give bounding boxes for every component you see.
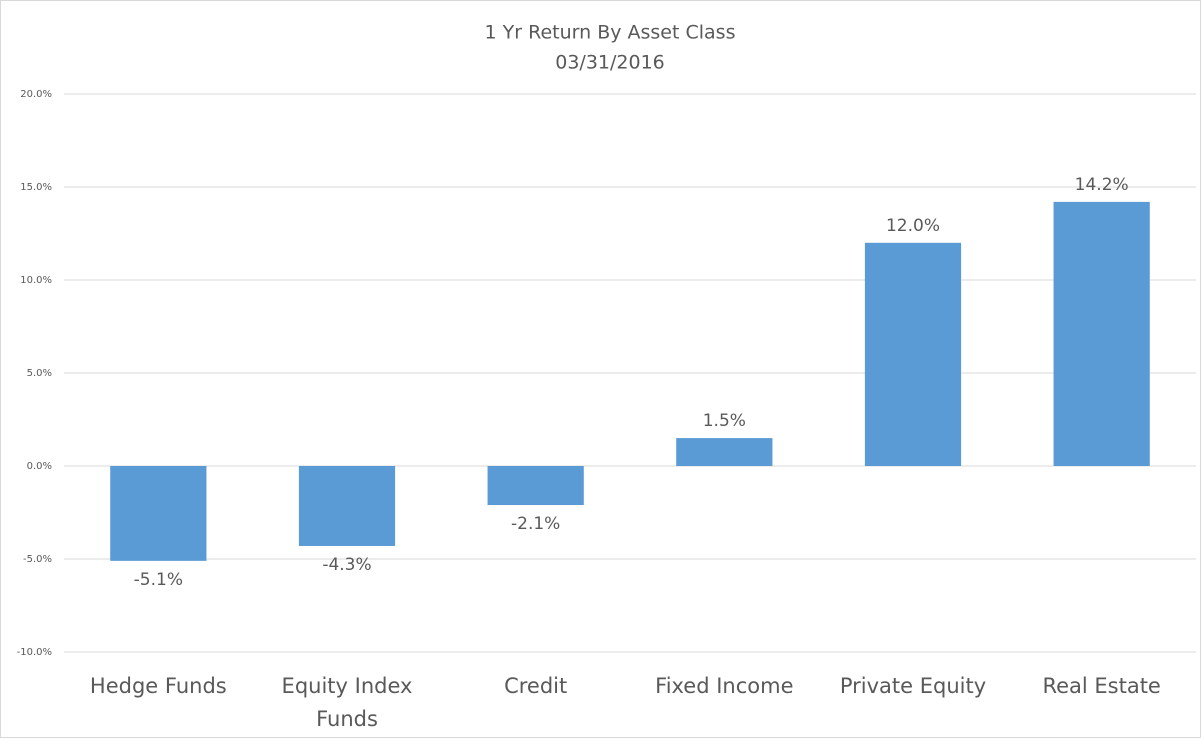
chart-subtitle: 03/31/2016 — [555, 52, 665, 74]
chart-title: 1 Yr Return By Asset Class — [485, 22, 736, 44]
data-label: 12.0% — [886, 216, 940, 236]
bar — [110, 466, 207, 561]
data-label: 1.5% — [703, 411, 746, 431]
x-tick-label: Equity Index Funds — [281, 674, 413, 731]
data-label: -4.3% — [322, 555, 371, 575]
y-tick-label: 0.0% — [27, 461, 52, 472]
bar — [676, 438, 773, 466]
data-label: -2.1% — [511, 514, 560, 534]
bar — [1053, 201, 1150, 466]
x-tick-label: Real Estate — [1042, 674, 1161, 698]
y-tick-label: 20.0% — [20, 89, 52, 100]
bar — [298, 466, 396, 546]
y-tick-label: 15.0% — [20, 182, 52, 193]
x-tick-label: Fixed Income — [655, 674, 794, 698]
bar — [487, 466, 584, 506]
x-tick-label: Hedge Funds — [89, 674, 227, 698]
y-tick-label: 10.0% — [20, 275, 52, 286]
x-tick-label: Private Equity — [839, 674, 987, 698]
y-tick-label: -10.0% — [17, 647, 52, 658]
x-tick-label: Credit — [504, 674, 568, 698]
bar — [864, 242, 962, 466]
data-label: -5.1% — [134, 570, 183, 590]
data-label: 14.2% — [1075, 175, 1129, 195]
y-tick-label: -5.0% — [23, 554, 52, 565]
y-tick-label: 5.0% — [27, 368, 52, 379]
